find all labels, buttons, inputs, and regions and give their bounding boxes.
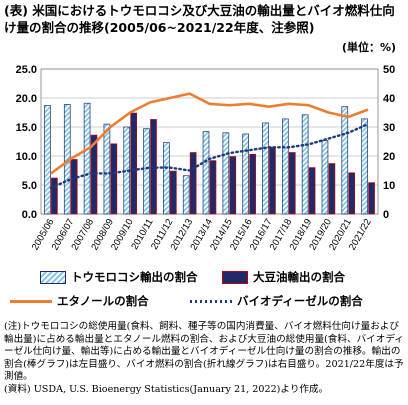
legend-label-soyoil: 大豆油輸出の割合 bbox=[253, 270, 345, 284]
bar-corn bbox=[301, 114, 309, 215]
bar-corn bbox=[222, 132, 230, 215]
legend-label-ethanol: エタノールの割合 bbox=[57, 294, 149, 308]
legend-swatch-ethanol bbox=[10, 299, 52, 303]
bar-corn bbox=[361, 118, 368, 215]
legend-item-corn: トウモロコシ輸出の割合 bbox=[40, 269, 198, 285]
note-text: (注)トウモロコシの総使用量(食料、飼料、種子等の国内消費量、バイオ燃料仕向け量… bbox=[4, 321, 404, 383]
left-tick-label: 5.0 bbox=[22, 180, 37, 192]
right-tick-label: 0 bbox=[383, 209, 389, 221]
bar-corn bbox=[83, 102, 91, 215]
source-text: (資料) USDA, U.S. Bioenergy Statistics(Jan… bbox=[4, 383, 329, 395]
left-tick-label: 0.0 bbox=[22, 209, 37, 221]
bar-soyoil bbox=[130, 112, 138, 215]
bar-corn bbox=[163, 142, 170, 215]
left-tick-label: 10.0 bbox=[16, 151, 37, 163]
left-tick-label: 20.0 bbox=[16, 93, 37, 105]
bar-soyoil bbox=[288, 152, 296, 215]
bar-soyoil bbox=[308, 167, 316, 215]
bar-soyoil bbox=[269, 146, 276, 215]
left-tick-label: 15.0 bbox=[16, 122, 37, 134]
legend-item-soyoil: 大豆油輸出の割合 bbox=[222, 269, 345, 285]
bar-soyoil bbox=[209, 160, 217, 215]
legend-item-ethanol: エタノールの割合 bbox=[10, 293, 149, 309]
right-tick-label: 40 bbox=[383, 93, 395, 105]
left-tick-label: 25.0 bbox=[16, 64, 37, 76]
legend-swatch-corn bbox=[40, 270, 66, 284]
bar-corn bbox=[262, 122, 269, 215]
bar-soyoil bbox=[110, 143, 118, 215]
right-tick-label: 50 bbox=[383, 64, 395, 76]
bar-soyoil bbox=[170, 170, 177, 215]
bar-corn bbox=[242, 133, 249, 215]
legend: トウモロコシ輸出の割合 大豆油輸出の割合 エタノールの割合 バイオディーゼルの割… bbox=[0, 265, 408, 315]
legend-label-biodiesel: バイオディーゼルの割合 bbox=[237, 294, 363, 308]
line-ethanol bbox=[50, 92, 369, 175]
bar-corn bbox=[143, 128, 150, 215]
bar-corn bbox=[321, 139, 329, 215]
bar-soyoil bbox=[189, 152, 197, 215]
chart-title: (表) 米国におけるトウモロコシ及び大豆油の輸出量とバイオ燃料仕向け量の割合の推… bbox=[4, 3, 395, 35]
chart: 0.05.010.015.020.025.0010203040502005/06… bbox=[16, 64, 396, 252]
bar-soyoil bbox=[328, 163, 336, 215]
legend-swatch-soyoil bbox=[222, 270, 248, 284]
bar-corn bbox=[44, 105, 51, 215]
bar-soyoil bbox=[348, 172, 356, 215]
legend-label-corn: トウモロコシ輸出の割合 bbox=[71, 270, 198, 284]
unit-label: (単位：%) bbox=[341, 41, 396, 54]
bar-soyoil bbox=[249, 153, 256, 215]
right-tick-label: 30 bbox=[383, 122, 395, 134]
bar-corn bbox=[281, 118, 289, 215]
bar-soyoil bbox=[70, 159, 78, 215]
bar-corn bbox=[341, 106, 349, 215]
bar-soyoil bbox=[229, 156, 237, 215]
legend-item-biodiesel: バイオディーゼルの割合 bbox=[190, 293, 363, 309]
bar-corn bbox=[202, 131, 210, 215]
bar-corn bbox=[103, 123, 111, 215]
plot-frame bbox=[40, 68, 379, 215]
right-tick-label: 10 bbox=[383, 180, 395, 192]
right-tick-label: 20 bbox=[383, 151, 395, 163]
legend-swatch-biodiesel bbox=[190, 299, 232, 303]
bar-soyoil bbox=[51, 177, 58, 215]
notes: (注)トウモロコシの総使用量(食料、飼料、種子等の国内消費量、バイオ燃料仕向け量… bbox=[4, 321, 406, 397]
line-biodiesel bbox=[49, 122, 370, 190]
bar-soyoil bbox=[368, 182, 375, 215]
bar-corn bbox=[182, 175, 190, 215]
